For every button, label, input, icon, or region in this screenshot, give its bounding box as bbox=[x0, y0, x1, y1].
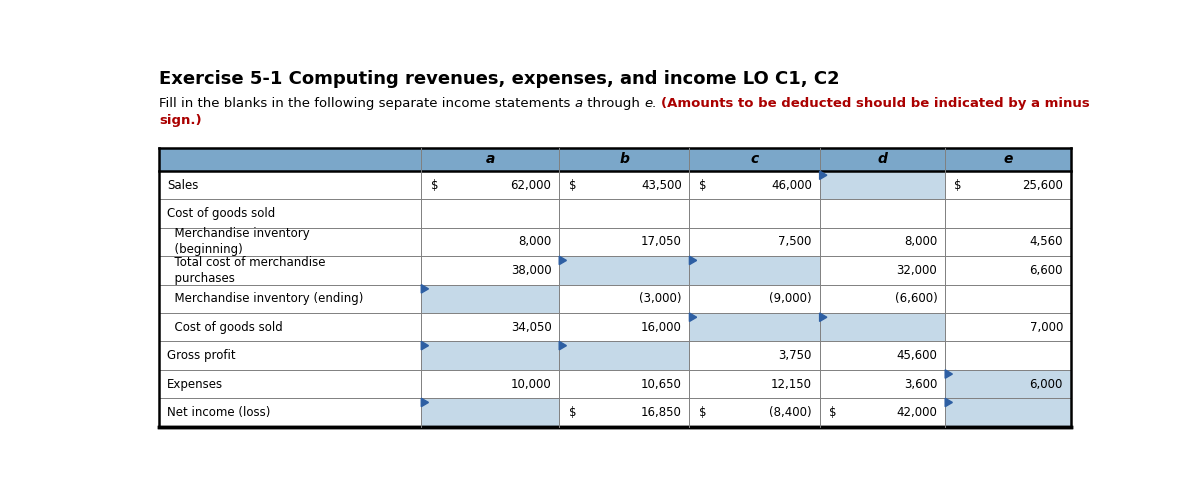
Text: sign.): sign.) bbox=[160, 114, 202, 127]
Polygon shape bbox=[946, 398, 953, 407]
Text: $: $ bbox=[954, 179, 962, 192]
Bar bbox=[946, 370, 1070, 398]
Bar bbox=[421, 285, 559, 313]
Polygon shape bbox=[946, 370, 953, 378]
Text: 32,000: 32,000 bbox=[896, 264, 937, 277]
Bar bbox=[689, 313, 820, 342]
Text: through: through bbox=[583, 97, 644, 110]
Text: $: $ bbox=[569, 179, 576, 192]
Text: 3,600: 3,600 bbox=[904, 378, 937, 390]
Text: Total cost of merchandise
  purchases: Total cost of merchandise purchases bbox=[167, 256, 325, 285]
Polygon shape bbox=[421, 398, 428, 407]
Text: .: . bbox=[653, 97, 661, 110]
Text: Fill in the blanks in the following separate income statements: Fill in the blanks in the following sepa… bbox=[160, 97, 575, 110]
Text: (8,400): (8,400) bbox=[769, 406, 812, 419]
Text: b: b bbox=[619, 152, 629, 166]
Text: 45,600: 45,600 bbox=[896, 349, 937, 362]
Text: a: a bbox=[575, 97, 583, 110]
Text: c: c bbox=[750, 152, 758, 166]
Text: $: $ bbox=[698, 406, 706, 419]
Text: $: $ bbox=[698, 179, 706, 192]
Text: Cost of goods sold: Cost of goods sold bbox=[167, 321, 283, 334]
Bar bbox=[421, 342, 559, 370]
Polygon shape bbox=[689, 313, 697, 322]
Bar bbox=[689, 256, 820, 285]
Text: 17,050: 17,050 bbox=[641, 236, 682, 248]
Text: $: $ bbox=[829, 406, 836, 419]
Text: 8,000: 8,000 bbox=[518, 236, 552, 248]
Bar bbox=[559, 256, 690, 285]
Text: 16,850: 16,850 bbox=[641, 406, 682, 419]
Bar bbox=[160, 398, 1070, 427]
Bar bbox=[160, 171, 1070, 200]
Text: 38,000: 38,000 bbox=[511, 264, 552, 277]
Text: 7,500: 7,500 bbox=[779, 236, 812, 248]
Text: (6,600): (6,600) bbox=[895, 292, 937, 305]
Bar bbox=[160, 285, 1070, 313]
Text: (Amounts to be deducted should be indicated by a minus: (Amounts to be deducted should be indica… bbox=[661, 97, 1090, 110]
Text: Exercise 5-1 Computing revenues, expenses, and income LO C1, C2: Exercise 5-1 Computing revenues, expense… bbox=[160, 70, 840, 88]
Bar bbox=[160, 228, 1070, 256]
Text: 7,000: 7,000 bbox=[1030, 321, 1063, 334]
Polygon shape bbox=[559, 342, 566, 350]
Text: 34,050: 34,050 bbox=[511, 321, 552, 334]
Polygon shape bbox=[820, 171, 827, 180]
Text: 16,000: 16,000 bbox=[641, 321, 682, 334]
Text: Merchandise inventory
  (beginning): Merchandise inventory (beginning) bbox=[167, 227, 310, 257]
Text: 3,750: 3,750 bbox=[779, 349, 812, 362]
Bar bbox=[160, 370, 1070, 398]
Text: e: e bbox=[644, 97, 653, 110]
Text: 10,650: 10,650 bbox=[641, 378, 682, 390]
Text: 42,000: 42,000 bbox=[896, 406, 937, 419]
Bar bbox=[160, 342, 1070, 370]
Text: Gross profit: Gross profit bbox=[167, 349, 235, 362]
Text: Expenses: Expenses bbox=[167, 378, 223, 390]
Bar bbox=[820, 313, 946, 342]
Bar bbox=[421, 398, 559, 427]
Polygon shape bbox=[820, 313, 827, 322]
Text: (9,000): (9,000) bbox=[769, 292, 812, 305]
Text: 25,600: 25,600 bbox=[1022, 179, 1063, 192]
Text: Merchandise inventory (ending): Merchandise inventory (ending) bbox=[167, 292, 364, 305]
Text: 43,500: 43,500 bbox=[641, 179, 682, 192]
Bar bbox=[160, 148, 1070, 171]
Text: a: a bbox=[486, 152, 494, 166]
Bar bbox=[160, 313, 1070, 342]
Text: 4,560: 4,560 bbox=[1030, 236, 1063, 248]
Text: 6,000: 6,000 bbox=[1030, 378, 1063, 390]
Text: 62,000: 62,000 bbox=[510, 179, 552, 192]
Text: (3,000): (3,000) bbox=[640, 292, 682, 305]
Text: Net income (loss): Net income (loss) bbox=[167, 406, 270, 419]
Bar bbox=[820, 171, 946, 200]
Text: e: e bbox=[1003, 152, 1013, 166]
Polygon shape bbox=[421, 285, 428, 293]
Bar bbox=[946, 398, 1070, 427]
Polygon shape bbox=[689, 256, 697, 264]
Text: 46,000: 46,000 bbox=[770, 179, 812, 192]
Text: Cost of goods sold: Cost of goods sold bbox=[167, 207, 275, 220]
Text: $: $ bbox=[569, 406, 576, 419]
Bar bbox=[559, 342, 690, 370]
Text: 12,150: 12,150 bbox=[770, 378, 812, 390]
Bar bbox=[160, 200, 1070, 228]
Text: Sales: Sales bbox=[167, 179, 198, 192]
Text: 10,000: 10,000 bbox=[511, 378, 552, 390]
Polygon shape bbox=[421, 342, 428, 350]
Text: $: $ bbox=[431, 179, 438, 192]
Polygon shape bbox=[559, 256, 566, 264]
Text: 6,600: 6,600 bbox=[1030, 264, 1063, 277]
Text: d: d bbox=[877, 152, 887, 166]
Text: 8,000: 8,000 bbox=[904, 236, 937, 248]
Bar bbox=[160, 256, 1070, 285]
